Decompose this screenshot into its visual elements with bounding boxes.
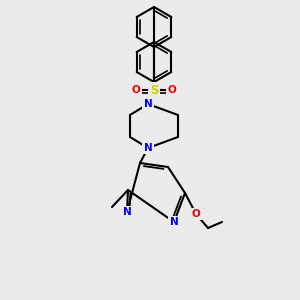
Text: O: O (168, 85, 176, 95)
Text: S: S (150, 83, 158, 97)
Text: N: N (169, 217, 178, 227)
Text: N: N (144, 99, 152, 109)
Text: O: O (192, 209, 200, 219)
Text: N: N (123, 207, 131, 217)
Text: N: N (144, 143, 152, 153)
Text: O: O (132, 85, 140, 95)
